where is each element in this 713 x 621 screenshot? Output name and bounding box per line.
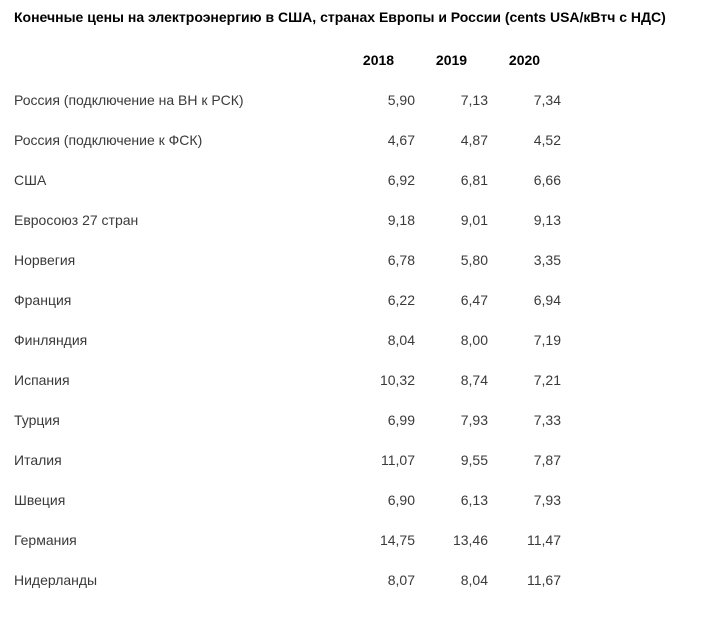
price-value: 10,32	[379, 372, 415, 388]
price-value: 7,33	[533, 412, 561, 428]
table-row: Евросоюз 27 стран 9,18 9,01 9,13	[14, 200, 561, 240]
price-value: 6,92	[387, 172, 415, 188]
price-value: 8,04	[387, 332, 415, 348]
price-value: 6,47	[460, 292, 488, 308]
table-row: США 6,92 6,81 6,66	[14, 160, 561, 200]
price-value: 7,93	[460, 412, 488, 428]
row-label: Нидерланды	[14, 572, 98, 588]
price-value: 7,87	[533, 452, 561, 468]
row-label: Швеция	[14, 492, 66, 508]
price-value: 6,22	[387, 292, 415, 308]
row-label: США	[14, 172, 47, 188]
price-value: 9,13	[533, 212, 561, 228]
price-value: 7,93	[533, 492, 561, 508]
row-label: Турция	[14, 412, 60, 428]
price-value: 11,47	[527, 532, 561, 548]
price-value: 6,13	[460, 492, 488, 508]
table-row: Швеция 6,90 6,13 7,93	[14, 480, 561, 520]
price-value: 9,01	[460, 212, 488, 228]
price-value: 14,75	[379, 532, 415, 548]
price-value: 8,00	[460, 332, 488, 348]
price-value: 4,87	[460, 132, 488, 148]
price-value: 7,21	[533, 372, 561, 388]
price-value: 8,74	[460, 372, 488, 388]
row-label: Россия (подключение на ВН к РСК)	[14, 92, 244, 108]
price-value: 8,04	[460, 572, 488, 588]
price-value: 5,90	[387, 92, 415, 108]
row-label-header	[14, 40, 342, 80]
price-value: 4,67	[387, 132, 415, 148]
table-title: Конечные цены на электроэнергию в США, с…	[14, 9, 666, 25]
price-value: 7,19	[533, 332, 561, 348]
table-row: Россия (подключение к ФСК) 4,67 4,87 4,52	[14, 120, 561, 160]
row-label: Италия	[14, 452, 62, 468]
price-value: 8,07	[387, 572, 415, 588]
row-label: Евросоюз 27 стран	[14, 212, 139, 228]
price-value: 6,78	[387, 252, 415, 268]
price-table-body: Россия (подключение на ВН к РСК) 5,90 7,13…	[14, 80, 561, 600]
price-value: 11,67	[527, 572, 561, 588]
price-value: 7,13	[460, 92, 488, 108]
table-row: Испания 10,32 8,74 7,21	[14, 360, 561, 400]
header-row: 2018 2019 2020	[14, 40, 561, 80]
price-table: 2018 2019 2020 Россия (подключение на ВН к…	[14, 40, 561, 600]
row-label: Финляндия	[14, 332, 88, 348]
price-value: 11,07	[381, 452, 415, 468]
row-label: Россия (подключение к ФСК)	[14, 132, 203, 148]
row-label: Франция	[14, 292, 72, 308]
row-label: Испания	[14, 372, 70, 388]
table-row: Германия 14,75 13,46 11,47	[14, 520, 561, 560]
table-row: Норвегия 6,78 5,80 3,35	[14, 240, 561, 280]
year-header: 2018	[362, 52, 395, 68]
table-row: Турция 6,99 7,93 7,33	[14, 400, 561, 440]
price-value: 9,18	[387, 212, 415, 228]
price-value: 4,52	[533, 132, 561, 148]
price-table-head: 2018 2019 2020	[14, 40, 561, 80]
price-value: 5,80	[460, 252, 488, 268]
price-value: 13,46	[452, 532, 488, 548]
table-row: Италия 11,07 9,55 7,87	[14, 440, 561, 480]
price-value: 6,90	[387, 492, 415, 508]
row-label: Германия	[14, 532, 77, 548]
table-row: Нидерланды 8,07 8,04 11,67	[14, 560, 561, 600]
row-label: Норвегия	[14, 252, 76, 268]
table-row: Финляндия 8,04 8,00 7,19	[14, 320, 561, 360]
year-header: 2019	[435, 52, 468, 68]
price-value: 7,34	[533, 92, 561, 108]
table-row: Россия (подключение на ВН к РСК) 5,90 7,13…	[14, 80, 561, 120]
price-value: 6,99	[387, 412, 415, 428]
price-value: 6,81	[460, 172, 488, 188]
price-value: 6,94	[533, 292, 561, 308]
price-value: 9,55	[460, 452, 488, 468]
table-row: Франция 6,22 6,47 6,94	[14, 280, 561, 320]
year-header: 2020	[508, 52, 541, 68]
price-value: 6,66	[533, 172, 561, 188]
price-value: 3,35	[533, 252, 561, 268]
